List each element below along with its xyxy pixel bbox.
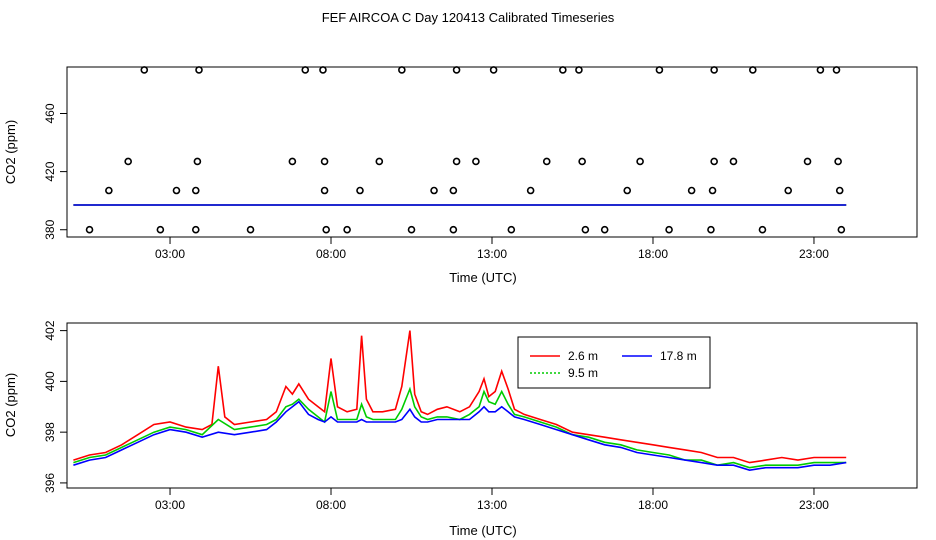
y-tick-label: 380 bbox=[43, 219, 57, 239]
sample-point bbox=[623, 186, 632, 195]
bottom-panel: 03:00 08:00 13:00 18:00 23:00 396 398 400 402 T… bbox=[3, 320, 918, 538]
sample-point bbox=[655, 66, 664, 74]
x-tick-label: 18:00 bbox=[638, 247, 668, 261]
sample-point bbox=[803, 157, 812, 166]
sample-point bbox=[559, 66, 567, 74]
sample-point bbox=[319, 66, 327, 74]
x-tick-label: 13:00 bbox=[477, 498, 507, 512]
sample-point bbox=[707, 225, 715, 234]
sample-point bbox=[105, 186, 113, 195]
series-line-2-6-m bbox=[73, 330, 847, 464]
bottom-x-ticks: 03:00 08:00 13:00 18:00 23:00 bbox=[155, 488, 829, 512]
sample-point bbox=[356, 186, 364, 195]
bottom-x-axis-label: Time (UTC) bbox=[449, 523, 516, 538]
sample-point bbox=[832, 66, 841, 74]
sample-point bbox=[507, 225, 516, 234]
figure-title: FEF AIRCOA C Day 120413 Calibrated Times… bbox=[322, 10, 615, 25]
sample-point bbox=[85, 225, 94, 234]
sample-point bbox=[191, 225, 200, 234]
sample-point bbox=[578, 157, 586, 166]
sample-point bbox=[472, 157, 480, 166]
y-tick-label: 396 bbox=[43, 473, 57, 493]
sample-point bbox=[729, 157, 738, 166]
series-line-17-8-m bbox=[73, 400, 847, 472]
top-plot-frame bbox=[66, 66, 918, 238]
sample-point bbox=[288, 157, 297, 166]
sample-point bbox=[343, 225, 351, 234]
sample-point bbox=[191, 186, 200, 195]
sample-point bbox=[542, 157, 551, 166]
sample-point bbox=[398, 66, 406, 74]
x-tick-label: 18:00 bbox=[638, 498, 668, 512]
x-tick-label: 08:00 bbox=[316, 247, 346, 261]
top-x-axis-label: Time (UTC) bbox=[449, 270, 516, 285]
sample-point bbox=[452, 66, 461, 74]
y-tick-label: 400 bbox=[43, 371, 57, 391]
sample-point bbox=[600, 225, 609, 234]
x-tick-label: 03:00 bbox=[155, 247, 185, 261]
sample-point bbox=[708, 186, 717, 195]
legend-label-9-5m: 9.5 m bbox=[568, 366, 598, 380]
sample-point bbox=[407, 225, 416, 234]
bottom-series bbox=[73, 330, 847, 472]
top-x-ticks: 03:00 08:00 13:00 18:00 23:00 bbox=[155, 237, 829, 261]
top-points bbox=[85, 66, 846, 234]
sample-point bbox=[835, 186, 844, 195]
bottom-y-ticks: 396 398 400 402 bbox=[43, 320, 67, 493]
sample-point bbox=[246, 225, 255, 234]
top-panel: 03:00 08:00 13:00 18:00 23:00 380 420 460 Time… bbox=[3, 66, 918, 285]
legend-box bbox=[517, 336, 711, 389]
y-tick-label: 402 bbox=[43, 320, 57, 340]
sample-point bbox=[489, 66, 498, 74]
sample-point bbox=[172, 186, 181, 195]
sample-point bbox=[837, 225, 846, 234]
sample-point bbox=[322, 225, 330, 234]
bottom-y-axis-label: CO2 (ppm) bbox=[3, 373, 18, 437]
sample-point bbox=[834, 157, 842, 166]
y-tick-label: 460 bbox=[43, 103, 57, 123]
bottom-plot-frame bbox=[66, 322, 918, 489]
sample-point bbox=[784, 186, 793, 195]
sample-point bbox=[375, 157, 384, 166]
sample-point bbox=[320, 186, 329, 195]
sample-point bbox=[575, 66, 583, 74]
sample-point bbox=[710, 157, 718, 166]
y-tick-label: 398 bbox=[43, 422, 57, 442]
x-tick-label: 23:00 bbox=[799, 498, 829, 512]
sample-point bbox=[758, 225, 767, 234]
sample-point bbox=[320, 157, 329, 166]
sample-point bbox=[193, 157, 202, 166]
sample-point bbox=[816, 66, 825, 74]
x-tick-label: 03:00 bbox=[155, 498, 185, 512]
sample-point bbox=[195, 66, 203, 74]
sample-point bbox=[687, 186, 696, 195]
y-tick-label: 420 bbox=[43, 161, 57, 181]
sample-point bbox=[124, 157, 132, 166]
sample-point bbox=[710, 66, 718, 74]
sample-point bbox=[449, 186, 458, 195]
sample-point bbox=[301, 66, 310, 74]
legend-label-17-8m: 17.8 m bbox=[660, 349, 697, 363]
top-y-ticks: 380 420 460 bbox=[43, 103, 67, 240]
sample-point bbox=[449, 225, 458, 234]
sample-point bbox=[156, 225, 165, 234]
legend-label-2-6m: 2.6 m bbox=[568, 349, 598, 363]
sample-point bbox=[665, 225, 673, 234]
x-tick-label: 08:00 bbox=[316, 498, 346, 512]
sample-point bbox=[581, 225, 590, 234]
sample-point bbox=[430, 186, 438, 195]
sample-point bbox=[140, 66, 149, 74]
sample-point bbox=[636, 157, 644, 166]
series-line-9-5-m bbox=[73, 386, 847, 469]
top-y-axis-label: CO2 (ppm) bbox=[3, 120, 18, 184]
sample-point bbox=[526, 186, 535, 195]
sample-point bbox=[748, 66, 757, 74]
legend: 2.6 m 9.5 m 17.8 m bbox=[517, 336, 711, 389]
sample-point bbox=[452, 157, 461, 166]
x-tick-label: 13:00 bbox=[477, 247, 507, 261]
x-tick-label: 23:00 bbox=[799, 247, 829, 261]
